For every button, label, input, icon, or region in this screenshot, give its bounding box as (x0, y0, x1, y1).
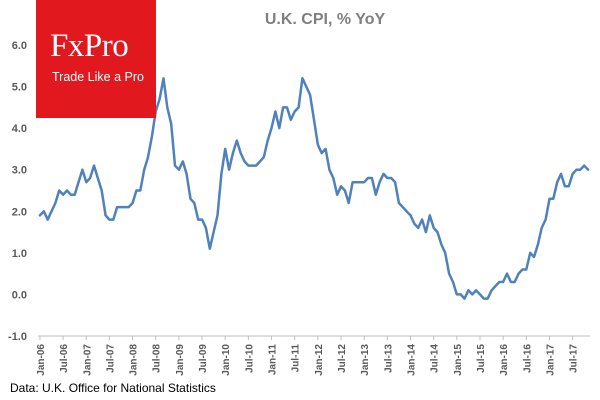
x-tick-label: Jan-17 (545, 344, 556, 376)
x-tick-label: Jul-13 (383, 344, 394, 373)
x-tick-label: Jul-09 (198, 344, 209, 373)
x-tick-label: Jul-12 (337, 344, 348, 373)
x-tick-label: Jul-17 (569, 344, 580, 373)
x-tick-label: Jul-07 (105, 344, 116, 373)
x-tick-label: Jul-10 (244, 344, 255, 373)
x-tick-label: Jul-15 (476, 344, 487, 373)
y-tick-label: 6.0 (12, 40, 27, 52)
y-tick-label: 0.0 (12, 289, 27, 301)
x-axis: Jan-06 Jul-06 Jan-07 Jul-07 Jan-08 Jul-08 Jan-… (36, 335, 590, 376)
chart-title: U.K. CPI, % YoY (265, 11, 386, 28)
x-tick-label: Jan-12 (314, 344, 325, 376)
series-layer (38, 77, 590, 300)
y-tick-label: 2.0 (12, 206, 27, 218)
x-tick-label: Jan-08 (129, 344, 140, 376)
fxpro-logo: FxPro Trade Like a Pro (36, 0, 156, 118)
y-tick-label: -1.0 (8, 331, 27, 343)
x-tick-label: Jul-06 (59, 344, 70, 373)
x-tick-label: Jan-07 (82, 344, 93, 376)
y-tick-label: 4.0 (12, 123, 27, 135)
cpi-series-line (38, 77, 590, 300)
x-tick-label: Jan-11 (268, 344, 279, 376)
x-tick-label: Jan-09 (175, 344, 186, 376)
logo-brand: FxPro (50, 28, 129, 64)
x-tick-label: Jan-14 (407, 344, 418, 376)
x-tick-label: Jan-06 (36, 344, 47, 376)
source-note: Data: U.K. Office for National Statistic… (10, 381, 216, 395)
y-tick-label: 3.0 (12, 165, 27, 177)
x-tick-label: Jul-11 (291, 344, 302, 373)
x-tick-label: Jul-08 (152, 344, 163, 373)
y-tick-label: 5.0 (12, 82, 27, 94)
x-tick-label: Jan-16 (499, 344, 510, 376)
x-tick-label: Jan-15 (453, 344, 464, 376)
x-tick-label: Jan-10 (221, 344, 232, 376)
y-tick-label: 1.0 (12, 248, 27, 260)
logo-tagline: Trade Like a Pro (52, 70, 144, 84)
x-tick-label: Jan-13 (360, 344, 371, 376)
x-tick-label: Jul-14 (430, 344, 441, 373)
x-tick-label: Jul-16 (522, 344, 533, 373)
y-axis: -1.0 0.0 1.0 2.0 3.0 4.0 5.0 6.0 (8, 40, 27, 343)
